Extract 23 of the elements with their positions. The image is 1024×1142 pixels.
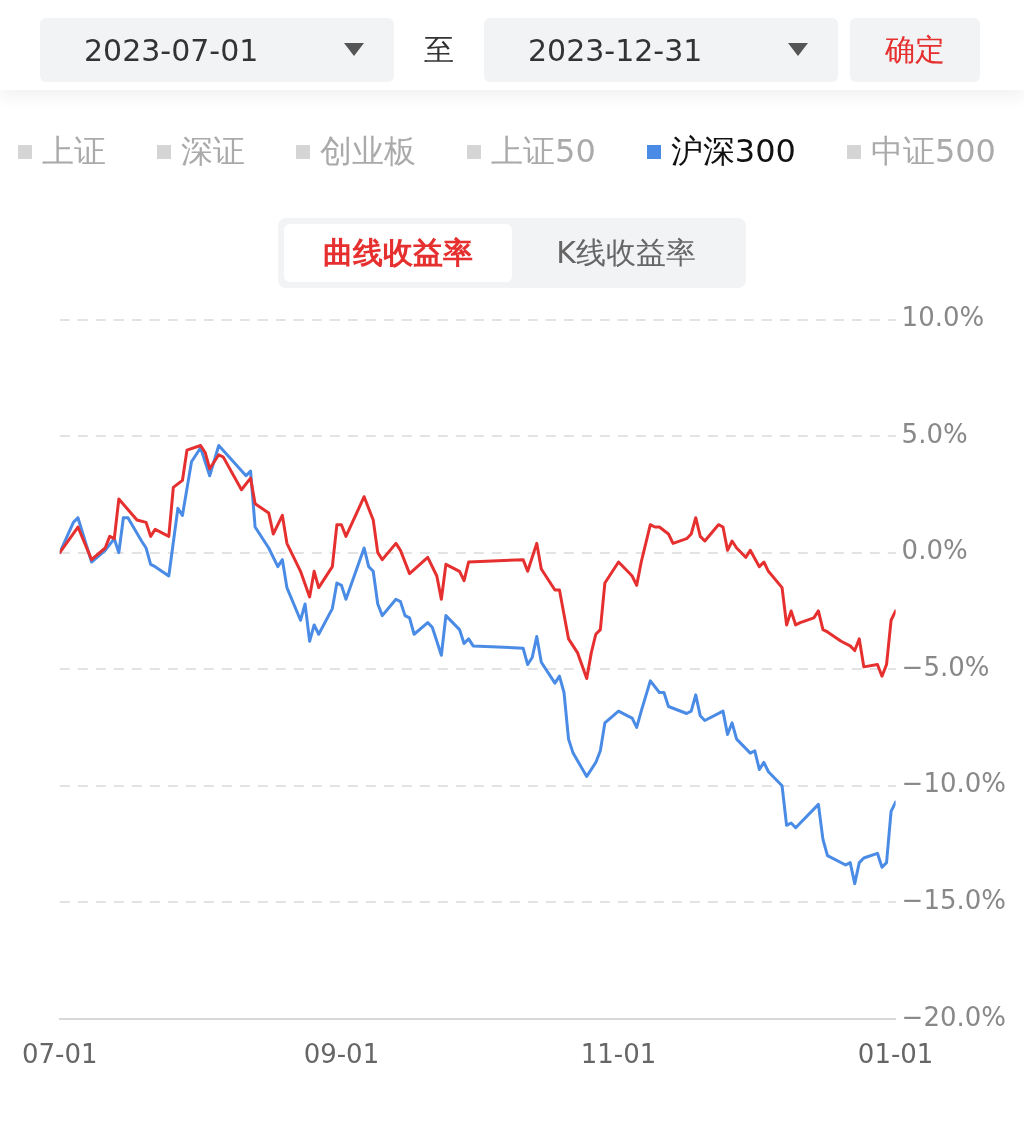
- text: 曲线收益率: [284, 224, 512, 282]
- y-tick-label: 0.0%: [901, 535, 968, 566]
- text: 上证: [42, 131, 106, 172]
- y-tick-label: −15.0%: [901, 885, 1007, 916]
- text: 深证: [181, 131, 246, 172]
- x-tick-label: 01-01: [857, 1039, 934, 1070]
- text: 2023-07-01: [84, 32, 259, 68]
- y-tick-label: −5.0%: [901, 651, 990, 682]
- text: K线收益率: [555, 233, 697, 272]
- x-tick-label: 09-01: [303, 1039, 380, 1070]
- y-tick-label: −20.0%: [901, 1001, 1007, 1032]
- text: 上证50: [491, 131, 596, 172]
- text: 创业板: [320, 131, 417, 172]
- text: 2023-12-31: [528, 32, 703, 68]
- y-tick-label: 10.0%: [901, 302, 985, 333]
- text: 至: [423, 30, 455, 69]
- x-tick-label: 07-01: [21, 1039, 98, 1070]
- x-tick-label: 11-01: [580, 1039, 657, 1070]
- y-tick-label: −10.0%: [901, 768, 1007, 799]
- text: 中证500: [870, 131, 996, 172]
- text: 确定: [850, 18, 980, 82]
- legend-label: 沪深300: [670, 131, 796, 172]
- y-tick-label: 5.0%: [901, 418, 968, 449]
